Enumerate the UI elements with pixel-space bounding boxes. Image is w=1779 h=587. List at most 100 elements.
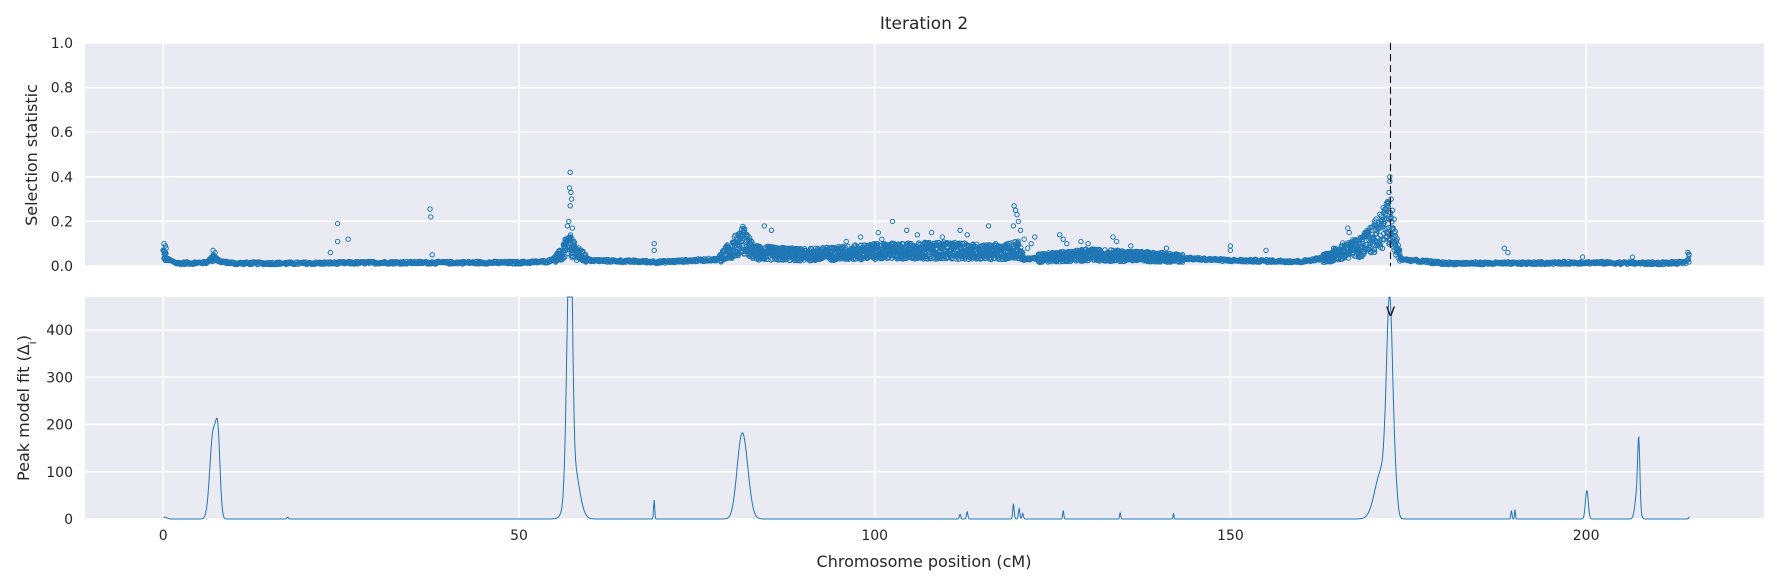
top-point-4224: [1501, 245, 1508, 251]
top-point-4176: [857, 234, 864, 240]
bottom-y-tick-label-2: 200: [46, 418, 73, 434]
top-panel: 0.0 0.2 0.4 0.6 0.8 1.0 Iteration 2 Selection…: [22, 14, 1764, 275]
top-point-4150: [163, 245, 169, 251]
top-point-3559: [1368, 227, 1375, 233]
top-point-4190: [1014, 212, 1020, 218]
top-point-4167: [569, 225, 575, 231]
top-point-4160: [567, 169, 573, 176]
top-y-axis-label: Selection statistic: [22, 84, 41, 226]
bottom-x-tick-label-4: 200: [1573, 528, 1600, 544]
top-point-4157: [427, 206, 433, 212]
top-point-3111: [1179, 251, 1186, 258]
top-point-4202: [1085, 241, 1091, 247]
top-point-4173: [761, 223, 768, 229]
top-point-4172: [743, 232, 750, 238]
top-point-4180: [904, 227, 910, 234]
top-point-4164: [567, 203, 573, 209]
top-y-ticks: 0.0 0.2 0.4 0.6 0.8 1.0: [51, 36, 73, 275]
top-point-4191: [1015, 218, 1022, 225]
top-point-4213: [1346, 229, 1352, 236]
bottom-y-axis-label-subscript: i: [26, 341, 39, 344]
top-point-704: [567, 234, 574, 240]
top-point-4184: [957, 227, 963, 234]
top-point-4166: [564, 223, 571, 229]
top-point-2190: [973, 241, 980, 247]
top-point-3501: [1356, 254, 1363, 261]
top-point-4185: [964, 232, 970, 238]
top-point-3689: [1396, 247, 1403, 253]
top-point-4168: [562, 236, 568, 242]
top-y-tick-label-5: 1.0: [51, 36, 73, 52]
top-point-4179: [889, 218, 896, 225]
bottom-y-tick-label-1: 100: [46, 465, 73, 481]
top-y-tick-label-0: 0.0: [51, 259, 73, 275]
top-point-2550: [1060, 258, 1066, 265]
top-point-4210: [1330, 245, 1337, 251]
top-point-2408: [1019, 249, 1026, 255]
top-point-4228: [1685, 249, 1691, 256]
top-point-4217: [1388, 196, 1394, 202]
bottom-y-axis-label-close: ): [14, 335, 33, 341]
top-point-1128: [746, 235, 753, 241]
top-point-4182: [928, 229, 935, 236]
x-axis-label: Chromosome position (cM): [817, 552, 1032, 571]
top-point-4196: [1032, 234, 1038, 240]
top-point-4206: [1163, 245, 1170, 251]
top-point-4223: [1380, 220, 1387, 227]
top-plot-area: [85, 43, 1764, 266]
bottom-y-tick-label-4: 400: [46, 323, 73, 339]
top-scatter-series: [160, 169, 1692, 268]
top-point-4177: [875, 229, 881, 236]
bottom-y-axis-label: Peak model fit (Δi): [14, 335, 39, 481]
bottom-x-tick-label-3: 150: [1217, 528, 1244, 544]
top-point-2655: [1082, 257, 1088, 264]
top-point-4149: [162, 243, 169, 249]
top-point-4197: [1028, 241, 1034, 247]
bottom-x-ticks: 0 50 100 150 200: [159, 528, 1600, 544]
peak-marker-annotation: v: [1385, 301, 1395, 321]
top-point-4170: [651, 247, 657, 254]
top-point-4192: [1010, 223, 1017, 229]
top-point-4183: [939, 234, 945, 240]
top-point-4156: [327, 249, 334, 256]
top-point-4194: [1021, 236, 1027, 242]
top-point-4215: [1387, 178, 1393, 185]
bottom-plot-area: [85, 297, 1764, 519]
top-point-673: [560, 255, 566, 262]
top-point-3573: [1372, 247, 1378, 253]
bottom-line-series: [163, 296, 1690, 520]
top-point-1588: [845, 243, 851, 249]
bottom-x-tick-label-2: 100: [861, 528, 888, 544]
top-point-4187: [992, 241, 999, 247]
top-point-4159: [429, 252, 435, 258]
top-point-4153: [334, 220, 341, 227]
peak-model-fit-line: [163, 296, 1690, 520]
top-point-4219: [1384, 205, 1390, 211]
top-point-4188: [1011, 203, 1017, 209]
top-point-2385: [1015, 238, 1021, 244]
top-point-4198: [1057, 232, 1063, 238]
top-point-4155: [345, 236, 351, 242]
top-point-3617: [1381, 237, 1388, 243]
bottom-x-tick-label-0: 0: [159, 528, 168, 544]
top-point-4186: [985, 223, 992, 229]
bottom-y-tick-label-3: 300: [46, 370, 73, 386]
bottom-y-ticks: 0 100 200 300 400: [46, 323, 73, 528]
top-point-3572: [1371, 249, 1378, 256]
top-point-4174: [768, 227, 775, 234]
bottom-y-axis-label-main: Peak model fit (Δ: [14, 344, 33, 481]
top-point-4163: [568, 196, 575, 202]
top-y-tick-label-1: 0.2: [51, 214, 73, 230]
top-point-3670: [1392, 228, 1399, 235]
top-point-4152: [212, 249, 218, 256]
chart-title: Iteration 2: [880, 14, 968, 34]
top-y-tick-label-4: 0.8: [51, 81, 73, 97]
top-point-3677: [1394, 236, 1400, 242]
bottom-x-tick-label-1: 50: [510, 528, 528, 544]
bottom-y-tick-label-0: 0: [64, 512, 73, 528]
top-point-4158: [428, 214, 434, 220]
top-point-4216: [1386, 189, 1392, 196]
top-point-4199: [1060, 236, 1066, 242]
